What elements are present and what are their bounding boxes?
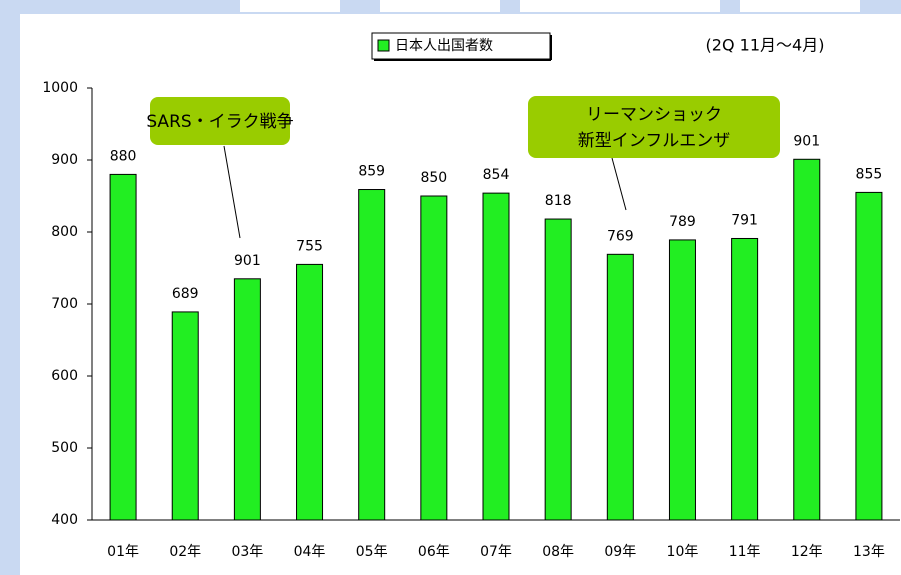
- y-tick-label: 500: [51, 440, 78, 456]
- callout-text: 新型インフルエンザ: [578, 131, 731, 151]
- bar: [544, 218, 572, 521]
- x-tick-label: 02年: [169, 544, 201, 560]
- decor: [520, 0, 720, 12]
- y-tick-label: 600: [51, 368, 78, 384]
- data-label: 855: [856, 166, 883, 182]
- data-label: 818: [545, 193, 572, 209]
- y-tick-label: 400: [51, 512, 78, 528]
- data-label: 880: [110, 148, 137, 164]
- x-tick-label: 07年: [480, 544, 512, 560]
- callout-line: [611, 157, 627, 211]
- x-tick-label: 11年: [729, 544, 761, 560]
- x-tick-label: 05年: [356, 544, 388, 560]
- legend-label: 日本人出国者数: [395, 38, 493, 54]
- x-tick-label: 13年: [853, 544, 885, 560]
- bar: [606, 253, 634, 521]
- data-label: 850: [420, 170, 447, 186]
- data-label: 859: [358, 164, 385, 180]
- data-label: 769: [607, 228, 634, 244]
- data-label: 791: [731, 212, 758, 228]
- bar: [358, 189, 386, 521]
- x-tick-label: 09年: [604, 544, 636, 560]
- callout-text: リーマンショック: [586, 105, 722, 125]
- data-label: 901: [793, 133, 820, 149]
- data-label: 854: [483, 167, 510, 183]
- callout-line: [223, 145, 241, 239]
- bar: [668, 239, 696, 521]
- x-tick-label: 08年: [542, 544, 574, 560]
- bar: [233, 278, 261, 521]
- subtitle: (2Q 11月～4月): [706, 36, 825, 55]
- callout-box: [150, 97, 290, 145]
- bar: [109, 173, 137, 521]
- data-label: 689: [172, 286, 199, 302]
- x-tick-label: 06年: [418, 544, 450, 560]
- bar: [855, 191, 883, 521]
- callout-box: [528, 96, 780, 158]
- data-label: 901: [234, 253, 261, 269]
- y-tick-label: 700: [51, 296, 78, 312]
- bar: [793, 158, 821, 521]
- bar: [731, 237, 759, 521]
- bar: [171, 311, 199, 521]
- decor: [740, 0, 860, 12]
- x-tick-label: 12年: [791, 544, 823, 560]
- y-tick-label: 900: [51, 152, 78, 168]
- data-label: 755: [296, 238, 323, 254]
- decor: [380, 0, 500, 12]
- bar: [482, 192, 510, 521]
- x-tick-label: 04年: [294, 544, 326, 560]
- x-tick-label: 03年: [231, 544, 263, 560]
- decor: [240, 0, 340, 12]
- x-tick-label: 10年: [667, 544, 699, 560]
- x-tick-label: 01年: [107, 544, 139, 560]
- y-tick-label: 1000: [42, 80, 78, 96]
- bar: [296, 263, 324, 521]
- data-label: 789: [669, 214, 696, 230]
- callout-text: SARS・イラク戦争: [146, 112, 293, 132]
- y-tick-label: 800: [51, 224, 78, 240]
- legend-swatch: [377, 39, 390, 52]
- bar: [420, 195, 448, 521]
